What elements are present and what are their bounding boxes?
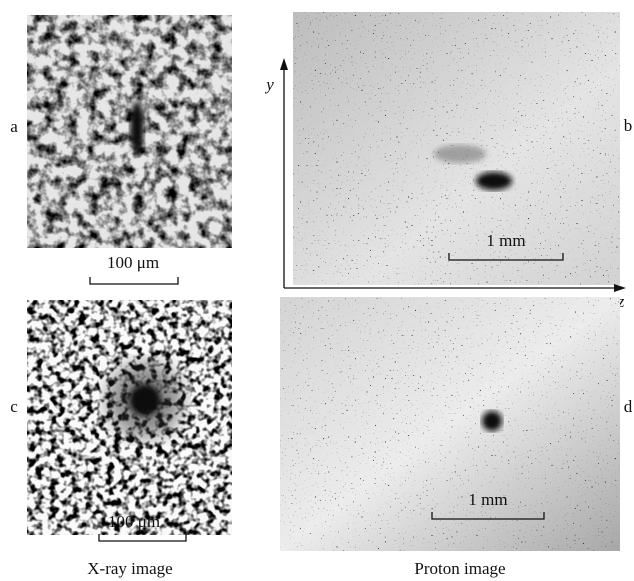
spot	[476, 172, 512, 190]
panel-label: d	[624, 397, 633, 416]
panel-b: b 1 mm	[293, 12, 632, 285]
figure: a 100 μm b 1 mm y z c 100 μm d 1 m	[0, 0, 634, 581]
spot	[130, 101, 144, 153]
scale-bar-label: 100 μm	[107, 253, 159, 272]
caption: Proton image	[414, 559, 505, 578]
spot	[482, 411, 502, 431]
image-specks	[280, 297, 620, 551]
panel-label: b	[624, 116, 633, 135]
panel-a: a 100 μm	[10, 15, 232, 284]
image-noise	[27, 15, 232, 248]
panel-label: c	[10, 397, 18, 416]
axis-label: y	[264, 75, 274, 94]
halo	[434, 145, 486, 163]
scale-bar-label: 1 mm	[468, 490, 507, 509]
scale-bar	[99, 534, 186, 541]
scale-bar-label: 100 μm	[108, 512, 160, 531]
panel-c: c 100 μm	[10, 300, 232, 541]
spot	[129, 384, 161, 416]
panel-d: d 1 mm	[280, 297, 633, 551]
scale-bar-label: 1 mm	[486, 231, 525, 250]
panel-label: a	[10, 117, 18, 136]
arrow-head	[280, 58, 288, 70]
scale-bar	[90, 277, 178, 284]
arrow-head	[614, 284, 626, 292]
caption: X-ray image	[87, 559, 172, 578]
